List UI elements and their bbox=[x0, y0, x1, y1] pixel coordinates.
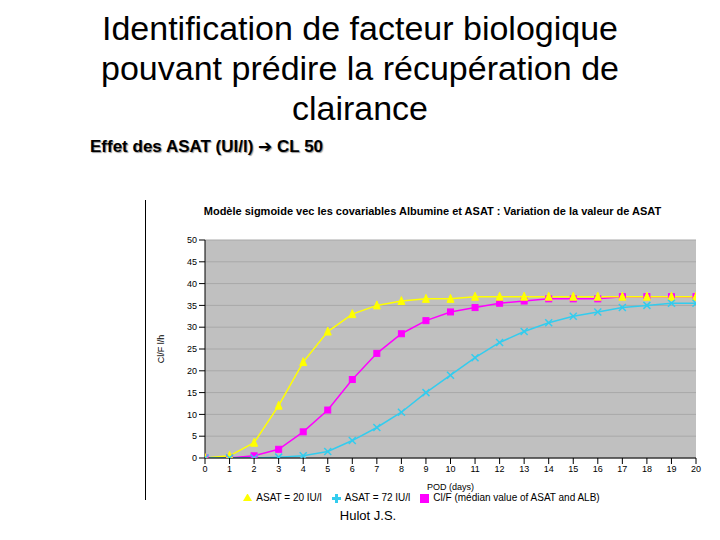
svg-text:15: 15 bbox=[568, 464, 578, 474]
svg-text:30: 30 bbox=[187, 322, 197, 332]
svg-text:16: 16 bbox=[593, 464, 603, 474]
svg-text:45: 45 bbox=[187, 257, 197, 267]
svg-text:4: 4 bbox=[301, 464, 306, 474]
svg-text:11: 11 bbox=[470, 464, 479, 474]
html-text:ASAT = 72 IU/l: ASAT = 72 IU/l bbox=[344, 492, 411, 503]
svg-text:25: 25 bbox=[187, 344, 197, 354]
svg-text:6: 6 bbox=[350, 464, 355, 474]
svg-text:0: 0 bbox=[192, 453, 197, 463]
svg-text:7: 7 bbox=[374, 464, 379, 474]
svg-text:5: 5 bbox=[192, 431, 197, 441]
html-text:Hulot J.S.: Hulot J.S. bbox=[339, 508, 397, 523]
svg-text:2: 2 bbox=[252, 464, 257, 474]
svg-text:Cl/F l/h: Cl/F l/h bbox=[156, 335, 166, 364]
html-text:Modèle sigmoide vec les covari: Modèle sigmoide vec les covariables Albu… bbox=[203, 205, 662, 217]
svg-text:20: 20 bbox=[187, 366, 197, 376]
svg-text:5: 5 bbox=[325, 464, 330, 474]
svg-text:1: 1 bbox=[227, 464, 232, 474]
svg-text:8: 8 bbox=[399, 464, 404, 474]
svg-text:10: 10 bbox=[187, 410, 197, 420]
svg-text:0: 0 bbox=[202, 464, 207, 474]
svg-text:12: 12 bbox=[495, 464, 505, 474]
svg-text:20: 20 bbox=[691, 464, 701, 474]
svg-text:9: 9 bbox=[423, 464, 428, 474]
svg-text:18: 18 bbox=[642, 464, 652, 474]
html-text:Cl/F (médian value of ASAT and: Cl/F (médian value of ASAT and ALB) bbox=[433, 492, 600, 503]
html-text:Effet des ASAT (UI/l) ➔ CL 50: Effet des ASAT (UI/l) ➔ CL 50 bbox=[90, 137, 324, 156]
svg-text:POD (days): POD (days) bbox=[427, 482, 474, 492]
svg-text:3: 3 bbox=[276, 464, 281, 474]
svg-text:17: 17 bbox=[617, 464, 627, 474]
svg-text:40: 40 bbox=[187, 279, 197, 289]
svg-text:35: 35 bbox=[187, 301, 197, 311]
svg-text:13: 13 bbox=[519, 464, 529, 474]
svg-text:14: 14 bbox=[544, 464, 554, 474]
html-text:ASAT = 20 IU/l: ASAT = 20 IU/l bbox=[256, 492, 322, 503]
svg-text:10: 10 bbox=[445, 464, 455, 474]
svg-text:15: 15 bbox=[187, 388, 197, 398]
svg-text:50: 50 bbox=[187, 235, 197, 245]
svg-text:19: 19 bbox=[666, 464, 676, 474]
html-text:Identification de facteur biol: Identification de facteur biologique pou… bbox=[101, 9, 619, 127]
